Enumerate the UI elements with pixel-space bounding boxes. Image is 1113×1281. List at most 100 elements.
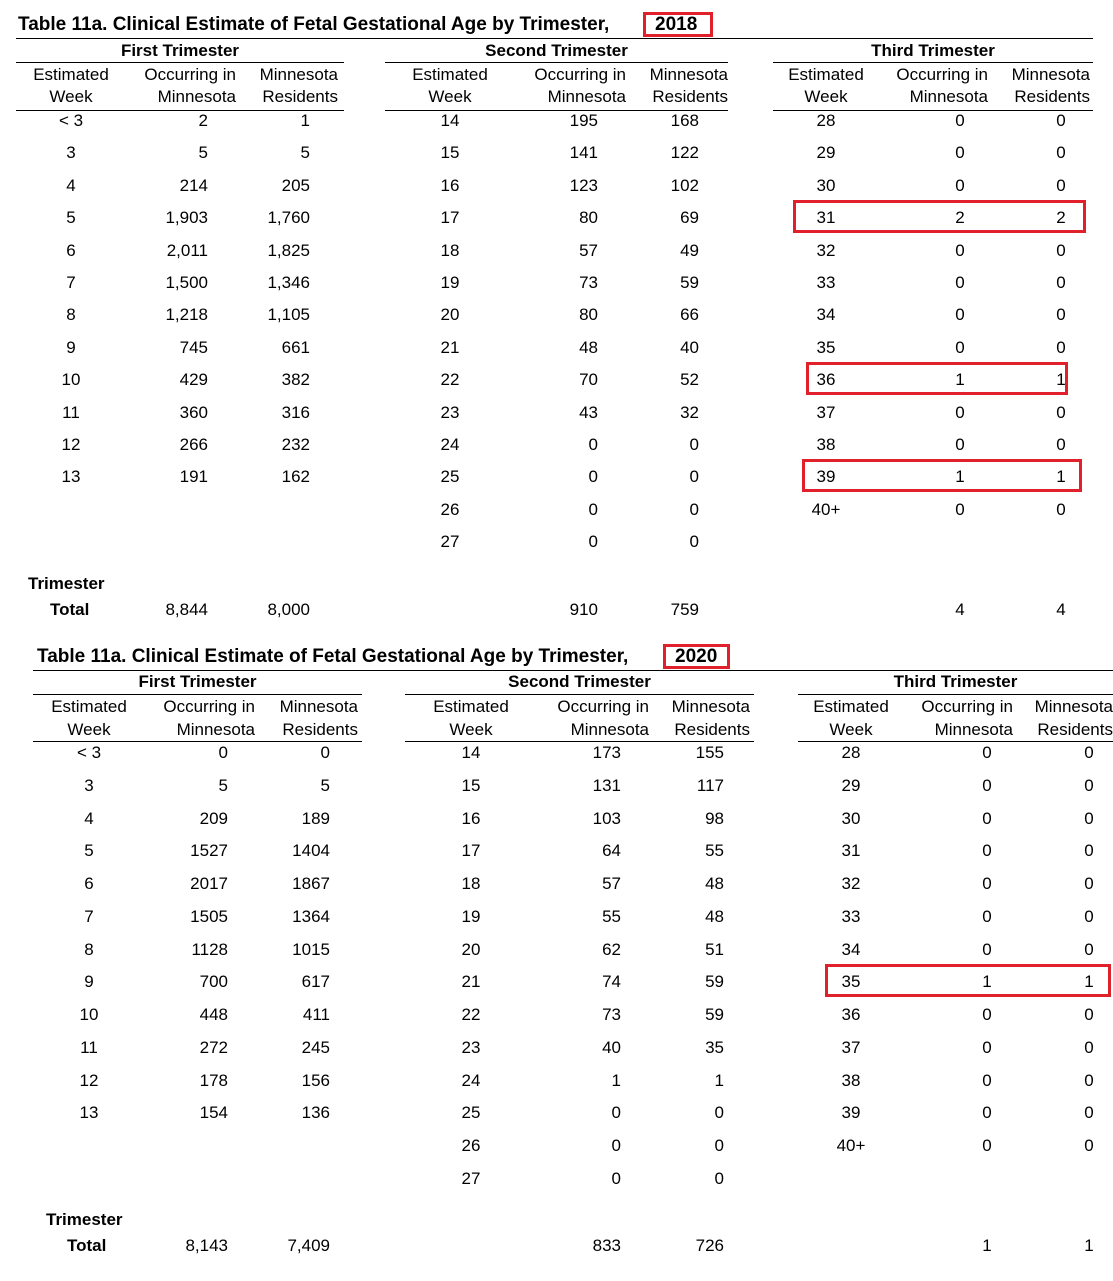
table-row-week: 17 bbox=[440, 208, 460, 228]
table-row-residents: 1 bbox=[1056, 467, 1066, 487]
total-value-first-res: 8,000 bbox=[267, 600, 310, 619]
total-value-second-occ: 910 bbox=[569, 600, 598, 619]
table-row-residents: 102 bbox=[670, 175, 699, 195]
table-row-residents: 49 bbox=[680, 240, 699, 260]
table-row-residents: 0 bbox=[1084, 775, 1094, 795]
table-row-residents: 32 bbox=[680, 402, 699, 422]
table-row-residents: 0 bbox=[1056, 402, 1066, 422]
table-title: Table 11a. Clinical Estimate of Fetal Ge… bbox=[37, 646, 629, 667]
table-row-occurring: 1128 bbox=[191, 939, 228, 959]
total-value-third-occ: 1 bbox=[982, 1236, 992, 1255]
table-row-occurring: 103 bbox=[592, 808, 621, 828]
table-row-residents: 382 bbox=[281, 370, 310, 390]
table-row-occurring: 209 bbox=[199, 808, 228, 828]
table-row-week: 29 bbox=[816, 143, 836, 163]
row-highlight-box bbox=[802, 459, 1082, 493]
table-row-week: 20 bbox=[461, 939, 481, 959]
trimester-rule-third bbox=[798, 694, 1113, 695]
table-row-residents: 0 bbox=[689, 532, 699, 552]
column-header-week-first: Week bbox=[49, 87, 93, 106]
total-value-third-res: 4 bbox=[1056, 600, 1066, 619]
table-row-occurring: 123 bbox=[569, 175, 598, 195]
column-header-occurring-first: Minnesota bbox=[157, 87, 236, 106]
table-row-occurring: 272 bbox=[199, 1037, 228, 1057]
table-row-residents: 0 bbox=[320, 743, 330, 762]
table-row-week: 14 bbox=[440, 111, 460, 130]
total-value-second-res: 759 bbox=[670, 600, 699, 619]
column-header-occurring-second: Occurring in bbox=[534, 65, 626, 84]
table-row-occurring: 0 bbox=[955, 305, 965, 325]
table-row-residents: 5 bbox=[320, 775, 330, 795]
table-row-week: 29 bbox=[841, 775, 861, 795]
table-row-week: 19 bbox=[461, 906, 481, 926]
trimester-rule-second bbox=[405, 694, 754, 695]
table-row-week: 34 bbox=[841, 939, 861, 959]
table-row-residents: 52 bbox=[680, 370, 699, 390]
table-row-occurring: 0 bbox=[982, 874, 992, 893]
row-highlight-box bbox=[806, 362, 1068, 396]
table-row-occurring: 0 bbox=[955, 240, 965, 260]
table-row-week: 9 bbox=[84, 972, 94, 992]
table-row-occurring: 0 bbox=[982, 1037, 992, 1057]
table-row-residents: 0 bbox=[1056, 143, 1066, 163]
table-row-week: 22 bbox=[461, 1005, 481, 1024]
column-header-residents-first: Residents bbox=[282, 720, 358, 739]
table-row-week: 18 bbox=[440, 240, 460, 260]
table-row-occurring: 429 bbox=[179, 370, 208, 390]
table-row-week: 30 bbox=[841, 808, 861, 828]
table-row-week: 39 bbox=[816, 467, 836, 487]
table-row-residents: 5 bbox=[300, 143, 310, 163]
table-row-residents: 0 bbox=[1056, 273, 1066, 292]
table-row-occurring: 2 bbox=[955, 208, 965, 228]
table-row-week: 6 bbox=[84, 874, 94, 893]
table-row-week: 4 bbox=[66, 175, 76, 195]
column-header-occurring-third: Occurring in bbox=[921, 697, 1013, 716]
table-row-residents: 0 bbox=[1084, 1005, 1094, 1024]
table-row-residents: 59 bbox=[705, 972, 724, 992]
table-row-residents: 1,346 bbox=[267, 273, 310, 292]
table-row-week: 36 bbox=[841, 1005, 861, 1024]
column-header-occurring-second: Minnesota bbox=[547, 87, 626, 106]
total-value-second-occ: 833 bbox=[592, 1236, 621, 1255]
table-row-occurring: 448 bbox=[199, 1005, 228, 1024]
trimester-total-label: Trimester bbox=[28, 574, 105, 593]
table-row-occurring: 0 bbox=[588, 467, 598, 487]
table-row-week: 32 bbox=[816, 240, 836, 260]
table-row-residents: 0 bbox=[1056, 175, 1066, 195]
table-row-occurring: 70 bbox=[579, 370, 598, 390]
column-header-occurring-third: Minnesota bbox=[909, 87, 988, 106]
trimester-heading-second: Second Trimester bbox=[508, 672, 651, 691]
table-row-week: 12 bbox=[61, 435, 81, 454]
table-row-residents: 66 bbox=[680, 305, 699, 325]
table-row-residents: 1 bbox=[714, 1070, 724, 1090]
table-row-week: 26 bbox=[461, 1136, 481, 1155]
table-row-residents: 189 bbox=[301, 808, 330, 828]
table-row-occurring: 1505 bbox=[190, 906, 228, 926]
table-row-residents: 1 bbox=[1056, 370, 1066, 390]
table-row-residents: 0 bbox=[1084, 1070, 1094, 1090]
table-row-residents: 0 bbox=[689, 467, 699, 487]
table-row-residents: 1867 bbox=[292, 874, 330, 893]
trimester-heading-third: Third Trimester bbox=[871, 41, 995, 60]
table-row-week: 23 bbox=[440, 402, 460, 422]
table-row-occurring: 0 bbox=[588, 499, 598, 519]
table-row-week: 20 bbox=[440, 305, 460, 325]
column-header-residents-third: Residents bbox=[1037, 720, 1113, 739]
table-row-occurring: 0 bbox=[982, 1005, 992, 1024]
table-row-week: 14 bbox=[461, 743, 481, 762]
table-row-occurring: 360 bbox=[179, 402, 208, 422]
table-row-week: 31 bbox=[841, 841, 861, 861]
table-row-residents: 0 bbox=[1056, 337, 1066, 357]
table-row-occurring: 154 bbox=[199, 1103, 228, 1123]
table-row-occurring: 0 bbox=[955, 143, 965, 163]
table-row-week: 26 bbox=[440, 499, 460, 519]
table-row-occurring: 195 bbox=[569, 111, 598, 130]
table-row-residents: 156 bbox=[301, 1070, 330, 1090]
table-row-residents: 0 bbox=[714, 1168, 724, 1188]
header-rule-first bbox=[16, 110, 344, 111]
table-row-residents: 1,760 bbox=[267, 208, 310, 228]
table-row-occurring: 80 bbox=[579, 208, 598, 228]
table-row-occurring: 0 bbox=[611, 1168, 621, 1188]
table-row-week: 8 bbox=[84, 939, 94, 959]
table-row-week: 16 bbox=[461, 808, 481, 828]
